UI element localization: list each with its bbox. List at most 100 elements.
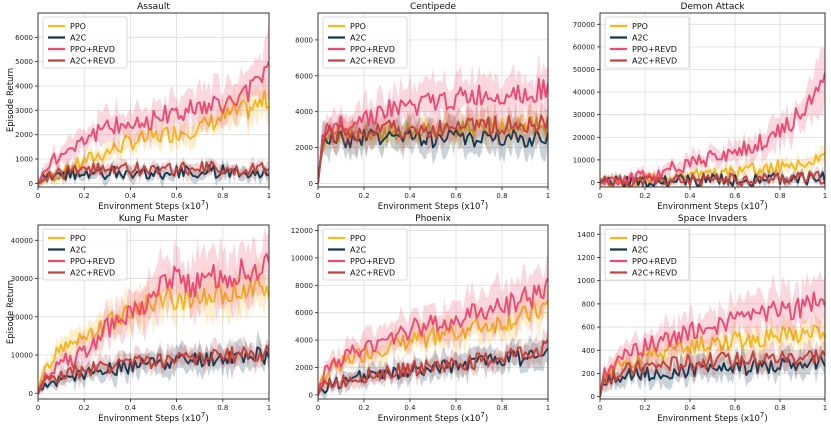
x-tick-label: 0 xyxy=(316,404,320,412)
x-tick-label: 0 xyxy=(598,404,602,412)
x-tick-label: 0.2 xyxy=(358,404,369,412)
series-line-ppo-revd xyxy=(600,72,825,186)
y-tick-label: 6000 xyxy=(15,34,33,42)
y-tick-label: 1000 xyxy=(15,156,33,164)
y-tick-label: 50000 xyxy=(573,66,595,74)
series-line-ppo-revd xyxy=(600,291,825,397)
y-tick-label: 30000 xyxy=(573,111,595,119)
x-tick-label: 0.2 xyxy=(79,404,90,412)
series-line-ppo-revd xyxy=(38,252,269,394)
legend-label: PPO xyxy=(350,22,366,31)
x-tick-label: 0 xyxy=(36,404,40,412)
x-tick-label: 0 xyxy=(598,192,602,200)
y-tick-label: 40000 xyxy=(11,237,33,245)
y-tick-label: 8000 xyxy=(295,36,313,44)
x-axis-label: Environment Steps (x107) xyxy=(98,199,208,212)
legend: PPO A2C PPO+REVD A2C+REVD xyxy=(322,228,408,281)
y-tick-label: 1200 xyxy=(577,254,595,262)
x-axis-label: Environment Steps (x107) xyxy=(378,411,488,424)
legend-label: A2C xyxy=(632,246,649,255)
series-band-ppo-revd xyxy=(600,47,825,187)
chart-panel-3: 0 10000 20000 30000 40000 50000 60000 70000 0 0.2… xyxy=(573,2,828,212)
legend: PPO A2C PPO+REVD A2C+REVD xyxy=(42,16,128,69)
series-band-a2c-revd xyxy=(38,155,269,187)
plot-area xyxy=(600,270,825,399)
chart-panel-4: 0 10000 20000 30000 40000 0 0.2 0.4 0.6 0.8 1 Kung … xyxy=(6,214,271,424)
legend-box xyxy=(42,228,128,281)
axes-frame xyxy=(317,12,549,188)
series-band-ppo-revd xyxy=(38,22,269,187)
chart-title: Assault xyxy=(137,2,170,12)
x-axis-label: Environment Steps (x107) xyxy=(657,199,767,212)
y-tick-label: 70000 xyxy=(573,21,595,29)
legend-label: PPO xyxy=(632,22,648,31)
series-line-a2c-revd xyxy=(318,114,548,184)
x-tick-label: 0.8 xyxy=(217,404,228,412)
x-tick-label: 0.8 xyxy=(774,404,785,412)
chart-title: Space Invaders xyxy=(678,214,747,224)
series-line-a2c xyxy=(318,347,548,396)
y-tick-label: 2000 xyxy=(15,131,33,139)
plot-area xyxy=(38,227,269,398)
legend-label: A2C+REVD xyxy=(350,269,395,278)
x-tick-label: 0.6 xyxy=(729,404,741,412)
series-line-ppo-revd xyxy=(318,77,548,184)
plot-area xyxy=(318,248,548,399)
y-axis-label: Episode Return xyxy=(6,280,16,344)
y-tick-label: 0 xyxy=(591,393,595,401)
x-tick-label: 0.4 xyxy=(125,404,137,412)
y-tick-label: 0 xyxy=(309,391,313,399)
legend-label: A2C+REVD xyxy=(70,57,115,66)
axes-frame xyxy=(599,12,826,188)
legend-label: A2C xyxy=(70,246,87,255)
series-line-a2c-revd xyxy=(600,349,825,397)
series-band-a2c xyxy=(38,156,269,187)
chart-panel-6: 0 200 400 600 800 1000 1200 1400 0 0.2 0.4 0.6 0.8 1 S… xyxy=(577,214,827,424)
x-tick-label: 0.2 xyxy=(358,192,369,200)
y-tick-label: 0 xyxy=(309,180,313,188)
chart-panel-1: 0 1000 2000 3000 4000 5000 6000 0 0.2 0.4 0.6 0.8 1 A… xyxy=(6,2,271,212)
series-line-ppo xyxy=(38,275,269,394)
series-band-ppo xyxy=(318,276,548,399)
legend-box xyxy=(322,228,408,281)
x-tick-label: 0.6 xyxy=(450,404,462,412)
x-tick-label: 0.2 xyxy=(79,192,90,200)
x-tick-label: 0.4 xyxy=(684,192,696,200)
x-tick-label: 0.6 xyxy=(450,192,462,200)
legend-label: PPO+REVD xyxy=(70,257,115,266)
y-tick-label: 2000 xyxy=(295,364,313,372)
legend-label: PPO+REVD xyxy=(632,45,677,54)
plot-area xyxy=(600,47,825,187)
axes-frame xyxy=(317,224,549,400)
legend-box xyxy=(604,16,690,69)
y-tick-label: 1000 xyxy=(577,277,595,285)
axes-frame xyxy=(37,12,270,188)
y-tick-label: 0 xyxy=(29,180,33,188)
chart-title: Demon Attack xyxy=(680,2,745,12)
x-tick-label: 0.8 xyxy=(496,404,507,412)
series-line-ppo-revd xyxy=(318,277,548,396)
series-band-a2c-revd xyxy=(318,326,548,399)
series-line-a2c-revd xyxy=(318,339,548,396)
x-tick-label: 0.8 xyxy=(217,192,228,200)
y-tick-label: 8000 xyxy=(295,282,313,290)
series-line-a2c-revd xyxy=(38,160,269,185)
series-band-a2c-revd xyxy=(318,98,548,186)
x-tick-label: 0 xyxy=(36,192,40,200)
legend: PPO A2C PPO+REVD A2C+REVD xyxy=(322,16,408,69)
y-tick-label: 200 xyxy=(582,370,595,378)
chart-title: Kung Fu Master xyxy=(119,214,189,224)
legend-label: PPO+REVD xyxy=(632,257,677,266)
series-line-ppo-revd xyxy=(38,60,269,184)
series-line-ppo xyxy=(38,90,269,184)
y-tick-label: 10000 xyxy=(11,352,33,360)
x-axis-label: Environment Steps (x107) xyxy=(657,411,767,424)
x-axis-label: Environment Steps (x107) xyxy=(378,199,488,212)
legend-box xyxy=(604,228,690,281)
y-tick-label: 30000 xyxy=(11,275,33,283)
series-band-a2c xyxy=(600,344,825,399)
y-tick-label: 2000 xyxy=(295,144,313,152)
x-tick-label: 1 xyxy=(823,404,827,412)
y-tick-label: 6000 xyxy=(295,309,313,317)
